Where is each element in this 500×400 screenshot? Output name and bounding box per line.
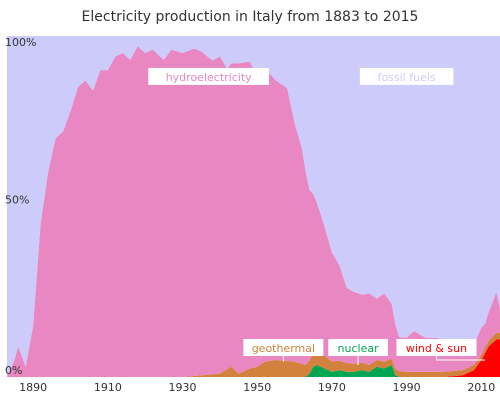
x-tick-label: 2010: [467, 381, 495, 394]
area-geothermal: [7, 332, 500, 377]
y-tick-label: 100%: [5, 36, 36, 49]
x-axis: 1890 1910 1930 1950 1970 1990 2010: [19, 381, 495, 394]
x-tick-label: 1950: [243, 381, 271, 394]
label-box: [328, 339, 388, 357]
x-tick-label: 1890: [19, 381, 47, 394]
area-nuclear: [7, 339, 500, 377]
label-text: wind & sun: [406, 342, 467, 355]
label-box: [359, 67, 454, 85]
x-tick-label: 1930: [169, 381, 197, 394]
label-geothermal: geothermal: [243, 339, 324, 362]
label-fossil-fuels: fossil fuels: [359, 67, 454, 85]
label-box: [243, 339, 324, 357]
label-text: nuclear: [338, 342, 380, 355]
label-box: [396, 339, 477, 357]
label-hydroelectricity: hydroelectricity: [148, 67, 270, 85]
x-tick-label: 1910: [94, 381, 122, 394]
x-tick-label: 1970: [318, 381, 346, 394]
area-layer: [7, 36, 500, 377]
label-wind-sun: wind & sun: [396, 339, 486, 361]
label-nuclear: nuclear: [328, 339, 388, 366]
leader-line: [436, 356, 486, 361]
series-labels: hydroelectricity fossil fuels geothermal nu…: [148, 67, 486, 366]
label-text: hydroelectricity: [166, 71, 252, 84]
area-hydroelectricity: [7, 46, 500, 377]
label-box: [148, 67, 270, 85]
chart-title: Electricity production in Italy from 188…: [82, 9, 419, 25]
label-text: geothermal: [252, 342, 315, 355]
label-text: fossil fuels: [378, 71, 436, 84]
y-tick-label: 50%: [5, 194, 29, 207]
x-tick-label: 1990: [393, 381, 421, 394]
y-tick-label: 0%: [5, 364, 22, 377]
y-axis: 0% 50% 100%: [5, 36, 36, 377]
area-fossil-fuels: [7, 36, 500, 377]
